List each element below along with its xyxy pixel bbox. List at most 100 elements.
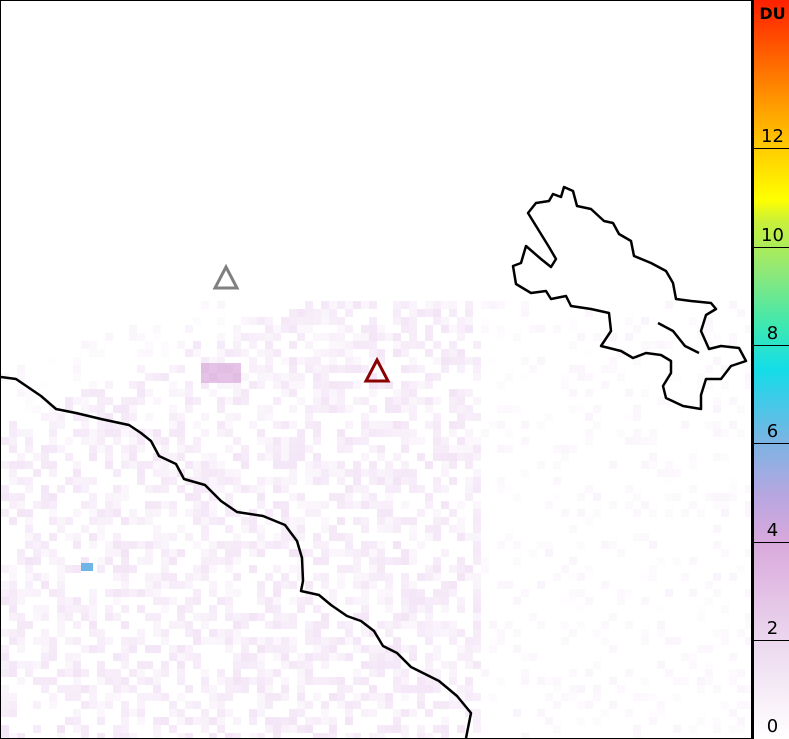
so2-pixel	[425, 397, 433, 405]
so2-pixel	[33, 605, 41, 613]
so2-pixel	[465, 317, 473, 325]
so2-pixel	[449, 301, 457, 309]
so2-pixel	[41, 613, 49, 621]
so2-pixel	[385, 525, 393, 533]
so2-pixel	[33, 701, 41, 709]
so2-pixel	[321, 709, 329, 717]
so2-pixel	[401, 301, 409, 309]
so2-pixel	[257, 381, 265, 389]
so2-pixel	[513, 333, 521, 341]
so2-pixel	[121, 685, 129, 693]
so2-pixel	[121, 725, 129, 733]
so2-pixel	[465, 573, 473, 581]
so2-pixel	[185, 685, 193, 693]
so2-pixel	[545, 501, 553, 509]
so2-pixel	[521, 421, 529, 429]
so2-pixel	[393, 485, 401, 493]
so2-pixel	[17, 373, 25, 381]
so2-pixel	[97, 437, 105, 445]
so2-pixel	[553, 677, 561, 685]
so2-pixel	[81, 389, 89, 397]
so2-pixel	[521, 309, 529, 317]
so2-pixel	[65, 693, 73, 701]
so2-pixel	[177, 717, 185, 725]
so2-pixel	[49, 405, 57, 413]
so2-pixel	[697, 509, 705, 517]
so2-pixel	[225, 381, 233, 389]
so2-pixel	[73, 541, 81, 549]
so2-pixel	[513, 597, 521, 605]
colorbar-unit-label: DU	[759, 4, 786, 23]
so2-pixel	[337, 477, 345, 485]
so2-pixel	[321, 733, 329, 739]
so2-pixel	[41, 501, 49, 509]
so2-pixel	[169, 709, 177, 717]
so2-pixel	[41, 413, 49, 421]
so2-pixel	[361, 549, 369, 557]
so2-pixel	[193, 701, 201, 709]
so2-pixel	[137, 605, 145, 613]
so2-pixel	[401, 469, 409, 477]
so2-pixel	[289, 525, 297, 533]
so2-pixel	[193, 629, 201, 637]
so2-pixel	[121, 549, 129, 557]
so2-pixel	[537, 325, 545, 333]
so2-pixel	[425, 661, 433, 669]
so2-pixel	[289, 437, 297, 445]
so2-pixel	[609, 645, 617, 653]
so2-pixel	[553, 493, 561, 501]
so2-pixel	[201, 533, 209, 541]
so2-pixel	[569, 525, 577, 533]
so2-pixel	[457, 533, 465, 541]
so2-pixel	[553, 685, 561, 693]
so2-pixel	[745, 589, 753, 597]
so2-pixel	[657, 469, 665, 477]
so2-pixel	[297, 437, 305, 445]
so2-pixel	[1, 597, 9, 605]
so2-pixel	[441, 661, 449, 669]
so2-pixel	[249, 661, 257, 669]
so2-pixel	[441, 357, 449, 365]
so2-pixel	[209, 541, 217, 549]
so2-pixel	[441, 469, 449, 477]
so2-pixel	[417, 309, 425, 317]
so2-pixel	[393, 317, 401, 325]
so2-pixel	[385, 501, 393, 509]
so2-pixel	[25, 445, 33, 453]
so2-pixel	[73, 621, 81, 629]
so2-pixel	[641, 677, 649, 685]
so2-pixel	[745, 373, 753, 381]
so2-pixel	[249, 317, 257, 325]
colorbar-tick	[754, 345, 789, 347]
so2-pixel	[145, 661, 153, 669]
so2-pixel	[593, 405, 601, 413]
so2-pixel	[681, 653, 689, 661]
so2-pixel	[337, 301, 345, 309]
so2-pixel	[377, 453, 385, 461]
so2-pixel	[681, 677, 689, 685]
so2-pixel	[33, 549, 41, 557]
so2-pixel	[121, 653, 129, 661]
so2-pixel	[49, 501, 57, 509]
so2-pixel	[265, 325, 273, 333]
so2-pixel	[233, 629, 241, 637]
so2-pixel	[281, 677, 289, 685]
so2-pixel	[105, 429, 113, 437]
so2-pixel	[449, 429, 457, 437]
so2-pixel	[337, 405, 345, 413]
so2-pixel	[9, 581, 17, 589]
so2-pixel	[417, 437, 425, 445]
so2-pixel	[361, 325, 369, 333]
so2-pixel	[121, 621, 129, 629]
so2-pixel	[441, 733, 449, 739]
so2-pixel	[33, 725, 41, 733]
so2-pixel	[73, 533, 81, 541]
so2-pixel	[201, 381, 209, 389]
so2-pixel	[665, 469, 673, 477]
so2-pixel	[273, 581, 281, 589]
so2-pixel	[185, 533, 193, 541]
so2-pixel	[321, 373, 329, 381]
so2-pixel	[241, 645, 249, 653]
so2-pixel	[297, 373, 305, 381]
so2-pixel	[369, 629, 377, 637]
